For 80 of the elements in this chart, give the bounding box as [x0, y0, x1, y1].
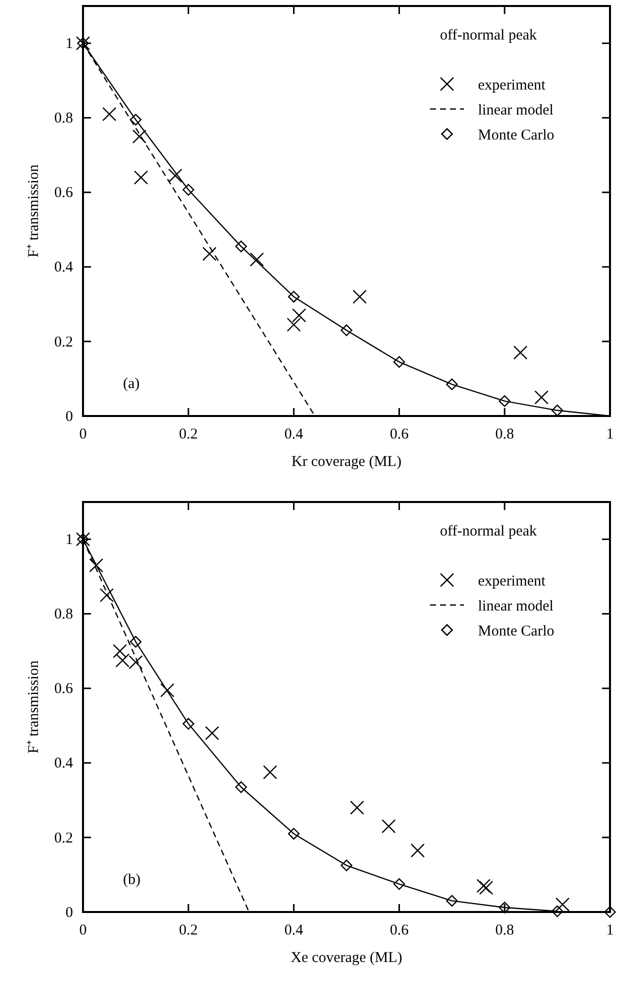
legend-title: off-normal peak: [440, 523, 538, 540]
x-tick-label: 0.8: [495, 426, 514, 443]
y-tick-label: 0.8: [54, 606, 73, 623]
x-tick-label: 0: [79, 426, 87, 443]
point: [393, 878, 406, 890]
x-tick-label: 0.4: [284, 922, 304, 939]
point: [352, 290, 367, 304]
legend-label: Monte Carlo: [478, 127, 554, 144]
y-tick-label: 0.6: [54, 185, 74, 202]
annotation: (b): [123, 872, 140, 888]
point: [112, 644, 127, 658]
x-axis-title: Xe coverage (ML): [290, 950, 402, 966]
y-tick-label: 0.2: [54, 334, 73, 350]
x-tick-label: 0.2: [179, 426, 198, 443]
point: [513, 346, 528, 360]
x-axis-title: Kr coverage (ML): [292, 454, 402, 470]
point: [288, 828, 300, 840]
point: [202, 246, 217, 261]
y-tick-label: 0: [66, 408, 73, 425]
x-tick-label: 1: [606, 922, 614, 939]
point: [393, 356, 406, 368]
x-tick-label: 0.4: [284, 426, 304, 443]
point: [551, 404, 564, 416]
x-tick-label: 0: [79, 922, 87, 939]
point: [132, 129, 146, 144]
legend-label: linear model: [478, 102, 554, 118]
point: [100, 588, 114, 602]
x-tick-label: 0.6: [390, 426, 410, 443]
point: [102, 107, 116, 122]
point: [286, 318, 301, 332]
legend-label: Monte Carlo: [478, 623, 554, 640]
point: [263, 765, 278, 780]
point: [410, 843, 425, 858]
y-tick-label: 0: [66, 904, 73, 921]
point: [534, 390, 549, 404]
point: [382, 819, 396, 834]
point: [292, 308, 306, 322]
point: [182, 184, 194, 196]
point: [288, 290, 300, 303]
point: [556, 898, 570, 912]
point: [89, 558, 104, 572]
legend-title: off-normal peak: [440, 27, 538, 44]
point: [205, 726, 220, 740]
x-tick-label: 0.8: [495, 922, 514, 939]
point: [250, 252, 264, 266]
point: [235, 240, 247, 252]
point: [160, 683, 174, 698]
y-tick-label: 1: [66, 36, 73, 52]
point: [604, 906, 616, 918]
y-tick-label: 0.2: [54, 830, 73, 846]
y-axis-title: F⁺ transmission: [26, 660, 42, 754]
point: [340, 324, 352, 336]
y-tick-label: 0.4: [54, 756, 74, 772]
x-tick-label: 1: [606, 426, 614, 443]
point: [498, 395, 510, 407]
annotation: (a): [123, 376, 140, 392]
y-tick-label: 1: [66, 532, 73, 548]
point: [182, 718, 194, 730]
point: [479, 880, 494, 895]
legend-label: experiment: [478, 573, 546, 590]
y-axis-title: F⁺ transmission: [26, 164, 42, 258]
x-tick-label: 0.6: [390, 922, 410, 939]
point: [551, 905, 564, 918]
point: [168, 168, 182, 183]
x-tick-label: 0.2: [179, 922, 198, 939]
point: [134, 170, 148, 184]
point: [446, 894, 458, 907]
point: [340, 860, 352, 872]
y-tick-label: 0.4: [54, 260, 74, 276]
point: [446, 378, 458, 390]
point: [235, 781, 247, 793]
point: [476, 878, 491, 893]
legend-label: experiment: [478, 77, 546, 94]
point: [350, 800, 364, 815]
point: [130, 636, 142, 648]
point: [498, 902, 510, 914]
y-tick-label: 0.8: [54, 110, 73, 127]
legend-label: linear model: [478, 598, 554, 614]
y-tick-label: 0.6: [54, 681, 74, 698]
point: [130, 114, 142, 126]
